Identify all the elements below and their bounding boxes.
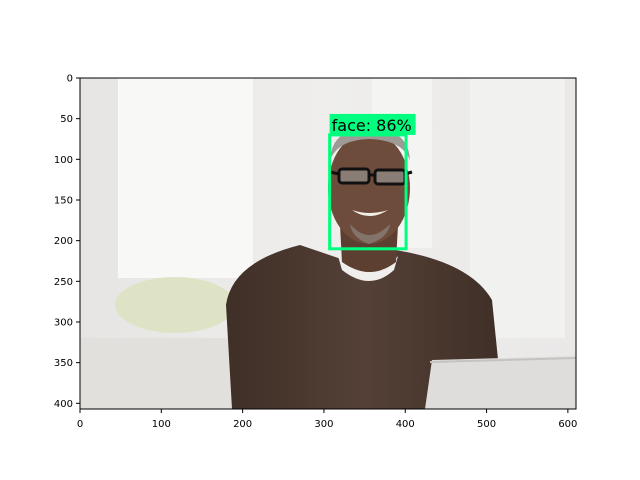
y-tick-label: 100 [54,155,73,166]
x-tick-label: 500 [477,419,496,430]
x-tick-label: 400 [396,419,415,430]
y-tick-label: 150 [54,195,73,206]
x-tick-label: 0 [77,419,83,430]
y-tick-label: 400 [54,399,73,410]
y-tick-label: 50 [60,114,73,125]
x-tick-label: 600 [558,419,577,430]
y-tick-label: 200 [54,236,73,247]
x-tick-label: 100 [152,419,171,430]
detection-overlay: face: 86% [328,113,416,251]
x-tick-label: 200 [233,419,252,430]
y-tick-label: 0 [67,74,73,85]
face-label: face: 86% [332,116,412,135]
y-tick-label: 250 [54,277,73,288]
y-tick-label: 350 [54,358,73,369]
x-tick-label: 300 [314,419,333,430]
photo [80,78,576,409]
x-axis: 0 100 200 300 400 500 600 [77,409,577,430]
face-label-background [329,113,416,135]
y-tick-label: 300 [54,317,73,328]
y-axis: 0 50 100 150 200 250 300 350 400 [54,74,80,410]
axes-frame [79,77,577,410]
